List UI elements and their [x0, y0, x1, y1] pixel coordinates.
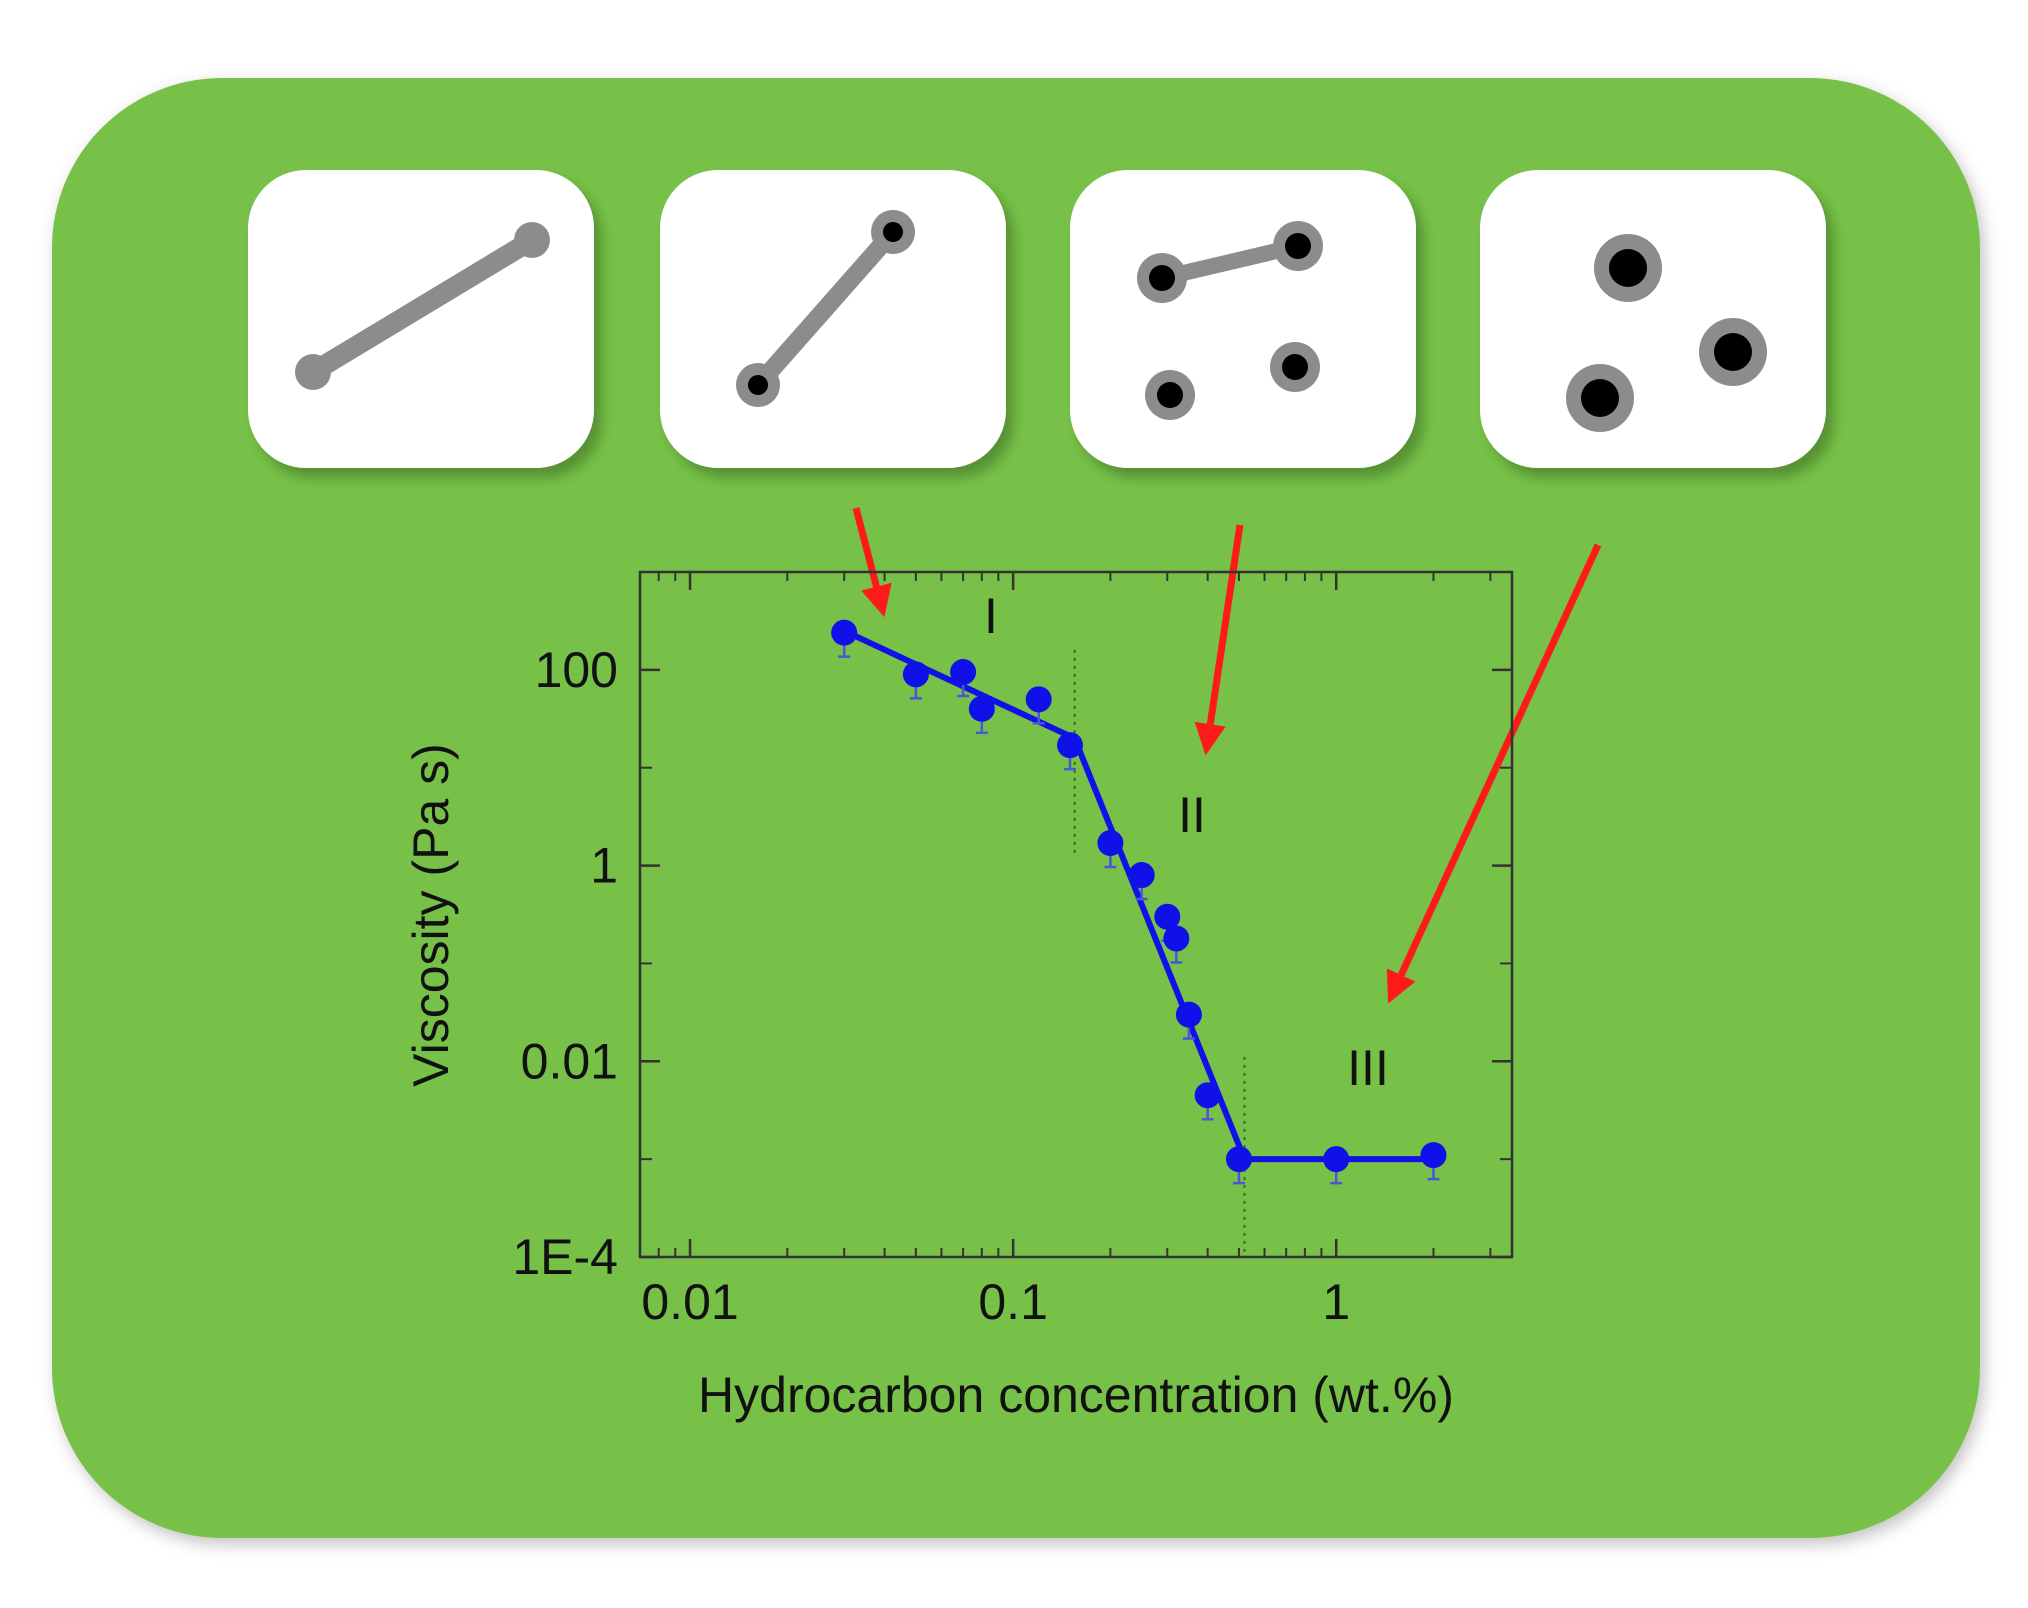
- data-point: [1194, 1082, 1221, 1109]
- data-point: [1225, 1146, 1252, 1173]
- x-tick-label: 0.1: [978, 1274, 1048, 1330]
- y-tick-label: 0.01: [521, 1033, 618, 1089]
- data-point: [968, 695, 995, 722]
- arrow-to-region-3: [1386, 543, 1602, 1004]
- molecule-card-4: [1480, 170, 1826, 468]
- molecule-card-1: [248, 170, 594, 468]
- x-tick-label: 0.01: [641, 1274, 738, 1330]
- data-point: [1163, 925, 1190, 952]
- data-point: [1128, 862, 1155, 889]
- data-point: [1097, 830, 1124, 857]
- molecule-separate-icon: [1566, 234, 1767, 432]
- region-label-2: II: [1178, 787, 1206, 843]
- plot-frame: [638, 570, 1514, 1259]
- data-point: [1420, 1142, 1447, 1169]
- y-tick-label: 1E-4: [512, 1229, 618, 1285]
- y-axis-title: Viscosity (Pa s): [403, 743, 459, 1087]
- data-point: [1175, 1001, 1202, 1028]
- molecule-fragments-icon: [1137, 221, 1323, 420]
- y-tick-label: 100: [535, 642, 618, 698]
- molecule-card-3: [1070, 170, 1416, 468]
- arrow-to-region-1: [852, 507, 892, 618]
- data-point: [1057, 732, 1084, 759]
- molecule-long-chain-icon: [295, 222, 550, 390]
- data-point: [950, 659, 977, 686]
- region-label-1: I: [984, 588, 998, 644]
- data-point: [902, 661, 929, 688]
- data-point: [1154, 903, 1181, 930]
- molecule-card-2: [660, 170, 1006, 468]
- data-point: [1323, 1146, 1350, 1173]
- molecule-short-chain-icon: [736, 210, 915, 407]
- x-tick-label: 1: [1322, 1274, 1350, 1330]
- viscosity-chart: 0.01 0.1 1 1E-4 0.01 1 100 Hydrocarbon concent…: [403, 570, 1514, 1423]
- region-label-3: III: [1347, 1040, 1389, 1096]
- data-point: [1025, 686, 1052, 713]
- data-point: [831, 619, 858, 646]
- x-axis-title: Hydrocarbon concentration (wt.%): [698, 1367, 1454, 1423]
- arrow-to-region-2: [1194, 524, 1244, 756]
- y-tick-label: 1: [590, 838, 618, 894]
